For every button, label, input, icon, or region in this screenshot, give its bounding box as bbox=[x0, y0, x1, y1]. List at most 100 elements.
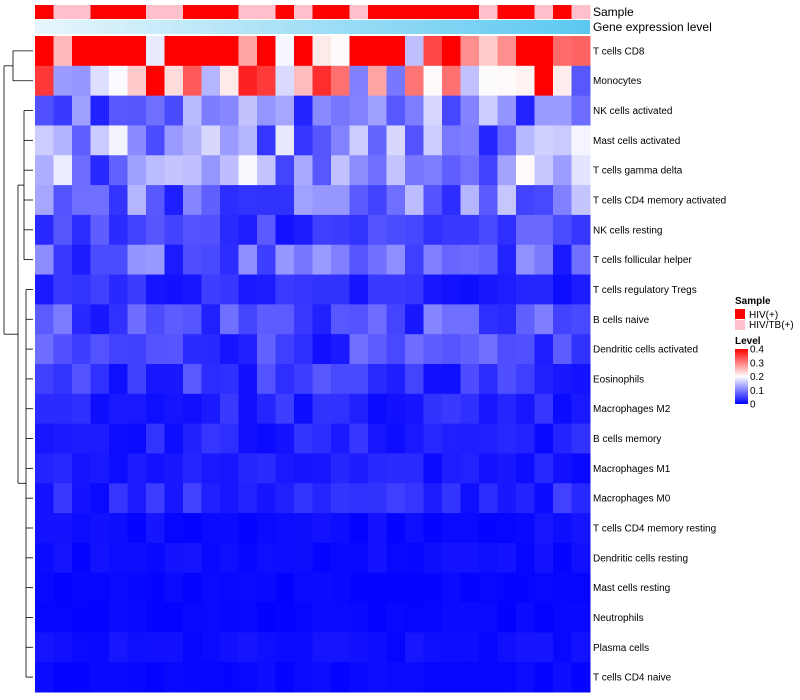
heatmap-cell bbox=[497, 423, 517, 454]
heatmap-cell bbox=[164, 125, 184, 156]
sample-annotation-cell bbox=[368, 5, 387, 19]
heatmap-cell bbox=[331, 393, 350, 425]
heatmap-cell bbox=[146, 453, 165, 484]
heatmap-cell bbox=[534, 274, 554, 305]
heatmap-cell bbox=[460, 185, 480, 216]
heatmap-cell bbox=[497, 453, 517, 484]
row-label: T cells CD8 bbox=[593, 46, 645, 57]
heatmap-cell bbox=[571, 542, 591, 574]
heatmap-cell bbox=[201, 632, 221, 663]
heatmap-cell bbox=[312, 483, 332, 514]
heatmap-cell bbox=[423, 364, 443, 395]
heatmap-cell bbox=[35, 274, 54, 305]
heatmap-cell bbox=[109, 274, 128, 305]
heatmap-cell bbox=[183, 155, 202, 186]
heatmap-cell bbox=[109, 423, 128, 454]
heatmap-cell bbox=[127, 185, 147, 216]
heatmap-cell bbox=[238, 95, 258, 126]
heatmap-cell bbox=[516, 483, 535, 514]
heatmap-cell bbox=[516, 453, 535, 484]
heatmap-cell bbox=[553, 542, 572, 574]
heatmap-cell bbox=[386, 244, 406, 276]
heatmap-cell bbox=[479, 65, 498, 97]
heatmap-cell bbox=[183, 95, 202, 126]
heatmap-cell bbox=[294, 95, 313, 126]
heatmap-cell bbox=[442, 36, 461, 67]
heatmap-cell bbox=[294, 244, 313, 276]
heatmap-cell bbox=[294, 513, 313, 544]
heatmap-cell bbox=[460, 364, 480, 395]
sample-annotation-cell bbox=[534, 5, 554, 19]
heatmap-cell bbox=[183, 125, 202, 156]
heatmap-cell bbox=[405, 364, 424, 395]
heatmap-cell bbox=[164, 65, 184, 97]
heatmap-cell bbox=[164, 423, 184, 454]
heatmap-cell bbox=[386, 632, 406, 663]
heatmap-cell bbox=[386, 453, 406, 484]
heatmap-cell bbox=[220, 393, 239, 425]
heatmap-cell bbox=[127, 572, 147, 604]
heatmap-cell bbox=[53, 95, 73, 126]
heatmap-cell bbox=[275, 662, 295, 693]
expression-annotation-track bbox=[35, 20, 590, 34]
heatmap-cell bbox=[90, 304, 110, 335]
heatmap-cell bbox=[312, 155, 332, 186]
heatmap-cell bbox=[534, 304, 554, 335]
heatmap-cell bbox=[497, 244, 517, 276]
heatmap-cell bbox=[220, 36, 239, 67]
heatmap-cell bbox=[109, 483, 128, 514]
heatmap-cell bbox=[497, 125, 517, 156]
sample-annotation-cell bbox=[275, 5, 295, 19]
heatmap-cell bbox=[238, 453, 258, 484]
heatmap-cell bbox=[571, 423, 591, 454]
heatmap-cell bbox=[127, 453, 147, 484]
heatmap-cell bbox=[35, 214, 54, 246]
heatmap-cell bbox=[349, 364, 369, 395]
heatmap-cell bbox=[220, 602, 239, 633]
heatmap-cell bbox=[553, 155, 572, 186]
heatmap-cell bbox=[368, 483, 387, 514]
heatmap-cell bbox=[257, 364, 276, 395]
heatmap-cell bbox=[516, 304, 535, 335]
legend-sample-title: Sample bbox=[735, 296, 771, 307]
heatmap-cell bbox=[127, 483, 147, 514]
heatmap-cell bbox=[534, 602, 554, 633]
heatmap-cell bbox=[90, 423, 110, 454]
heatmap-cell bbox=[90, 274, 110, 305]
heatmap-cell bbox=[220, 662, 239, 693]
heatmap-cell bbox=[479, 214, 498, 246]
heatmap-cell bbox=[53, 453, 73, 484]
heatmap-cell bbox=[294, 423, 313, 454]
heatmap-cell bbox=[164, 542, 184, 574]
sample-annotation-cell bbox=[349, 5, 369, 19]
heatmap-cell bbox=[497, 155, 517, 186]
heatmap-cell bbox=[35, 632, 54, 663]
heatmap-cell bbox=[349, 185, 369, 216]
row-label: Eosinophils bbox=[593, 374, 644, 385]
heatmap-cell bbox=[90, 393, 110, 425]
heatmap-cell bbox=[257, 662, 276, 693]
heatmap-cell bbox=[275, 572, 295, 604]
heatmap-cell bbox=[257, 423, 276, 454]
heatmap-cell bbox=[460, 423, 480, 454]
heatmap-cell bbox=[164, 364, 184, 395]
heatmap-cell bbox=[442, 185, 461, 216]
heatmap-cell bbox=[442, 155, 461, 186]
heatmap-cell bbox=[386, 513, 406, 544]
heatmap-cell bbox=[534, 423, 554, 454]
row-dendrogram bbox=[3, 50, 33, 678]
heatmap-cell bbox=[312, 542, 332, 574]
heatmap-cell bbox=[72, 125, 91, 156]
heatmap-cell bbox=[423, 155, 443, 186]
heatmap-cell bbox=[479, 662, 498, 693]
heatmap-cell bbox=[183, 214, 202, 246]
heatmap-cell bbox=[442, 662, 461, 693]
heatmap-cell bbox=[146, 155, 165, 186]
heatmap-cell bbox=[183, 393, 202, 425]
heatmap-cell bbox=[368, 125, 387, 156]
legend-level-tick: 0 bbox=[750, 400, 756, 411]
heatmap-cell bbox=[257, 214, 276, 246]
heatmap-cell bbox=[146, 662, 165, 693]
heatmap-cell bbox=[109, 393, 128, 425]
heatmap-cell bbox=[405, 423, 424, 454]
